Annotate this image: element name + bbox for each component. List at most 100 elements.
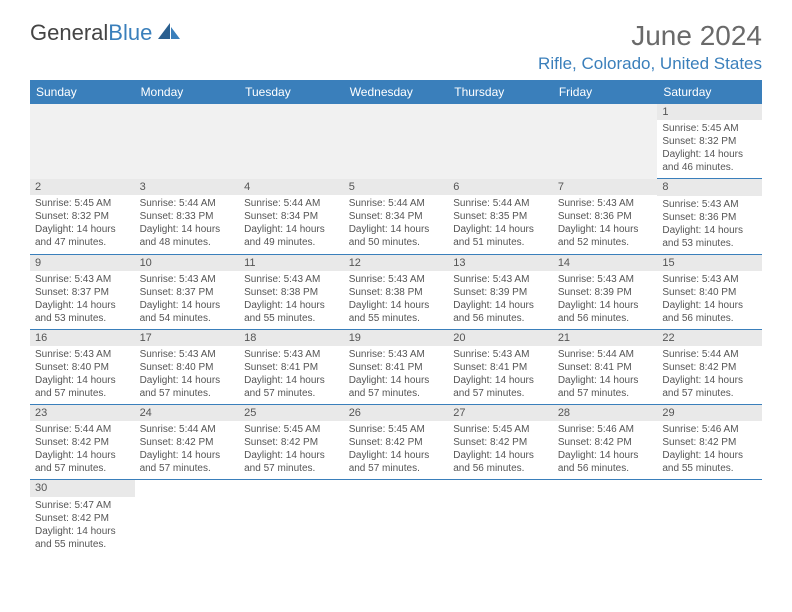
daylight-text: Daylight: 14 hours and 57 minutes. (662, 374, 757, 400)
sunrise-text: Sunrise: 5:46 AM (662, 423, 757, 436)
day-number: 25 (239, 405, 344, 421)
day-header: Thursday (448, 80, 553, 104)
calendar-cell: 11Sunrise: 5:43 AMSunset: 8:38 PMDayligh… (239, 254, 344, 329)
daylight-text: Daylight: 14 hours and 57 minutes. (349, 449, 444, 475)
day-number: 8 (657, 179, 762, 195)
sunset-text: Sunset: 8:34 PM (349, 210, 444, 223)
sunset-text: Sunset: 8:42 PM (662, 361, 757, 374)
calendar-cell (344, 104, 449, 179)
calendar-cell (135, 480, 240, 555)
cell-body: Sunrise: 5:43 AMSunset: 8:41 PMDaylight:… (453, 348, 548, 400)
calendar-cell: 3Sunrise: 5:44 AMSunset: 8:33 PMDaylight… (135, 179, 240, 254)
sunrise-text: Sunrise: 5:47 AM (35, 499, 130, 512)
day-number: 23 (30, 405, 135, 421)
cell-body: Sunrise: 5:44 AMSunset: 8:34 PMDaylight:… (349, 197, 444, 249)
daylight-text: Daylight: 14 hours and 55 minutes. (349, 299, 444, 325)
calendar-cell: 10Sunrise: 5:43 AMSunset: 8:37 PMDayligh… (135, 254, 240, 329)
brand-part2: Blue (108, 20, 152, 46)
cell-body: Sunrise: 5:45 AMSunset: 8:42 PMDaylight:… (453, 423, 548, 475)
daylight-text: Daylight: 14 hours and 53 minutes. (662, 224, 757, 250)
sunset-text: Sunset: 8:42 PM (35, 436, 130, 449)
sunset-text: Sunset: 8:32 PM (662, 135, 757, 148)
calendar-cell: 17Sunrise: 5:43 AMSunset: 8:40 PMDayligh… (135, 329, 240, 404)
day-number: 7 (553, 179, 658, 195)
calendar-cell: 1Sunrise: 5:45 AMSunset: 8:32 PMDaylight… (657, 104, 762, 179)
calendar-cell: 19Sunrise: 5:43 AMSunset: 8:41 PMDayligh… (344, 329, 449, 404)
calendar-cell: 18Sunrise: 5:43 AMSunset: 8:41 PMDayligh… (239, 329, 344, 404)
sunrise-text: Sunrise: 5:43 AM (453, 273, 548, 286)
sunset-text: Sunset: 8:37 PM (35, 286, 130, 299)
cell-body: Sunrise: 5:44 AMSunset: 8:42 PMDaylight:… (35, 423, 130, 475)
calendar-cell: 12Sunrise: 5:43 AMSunset: 8:38 PMDayligh… (344, 254, 449, 329)
calendar-week: 2Sunrise: 5:45 AMSunset: 8:32 PMDaylight… (30, 179, 762, 254)
sunrise-text: Sunrise: 5:43 AM (244, 348, 339, 361)
cell-body: Sunrise: 5:45 AMSunset: 8:32 PMDaylight:… (35, 197, 130, 249)
sunrise-text: Sunrise: 5:43 AM (140, 348, 235, 361)
daylight-text: Daylight: 14 hours and 56 minutes. (662, 299, 757, 325)
sunrise-text: Sunrise: 5:43 AM (35, 273, 130, 286)
daylight-text: Daylight: 14 hours and 48 minutes. (140, 223, 235, 249)
daylight-text: Daylight: 14 hours and 53 minutes. (35, 299, 130, 325)
cell-body: Sunrise: 5:43 AMSunset: 8:36 PMDaylight:… (662, 198, 757, 250)
calendar-body: 1Sunrise: 5:45 AMSunset: 8:32 PMDaylight… (30, 104, 762, 555)
day-number: 16 (30, 330, 135, 346)
daylight-text: Daylight: 14 hours and 56 minutes. (558, 299, 653, 325)
sunrise-text: Sunrise: 5:43 AM (349, 348, 444, 361)
sunrise-text: Sunrise: 5:43 AM (140, 273, 235, 286)
sunset-text: Sunset: 8:39 PM (453, 286, 548, 299)
daylight-text: Daylight: 14 hours and 57 minutes. (140, 374, 235, 400)
sunrise-text: Sunrise: 5:44 AM (453, 197, 548, 210)
sunrise-text: Sunrise: 5:43 AM (244, 273, 339, 286)
sunset-text: Sunset: 8:40 PM (140, 361, 235, 374)
day-number: 27 (448, 405, 553, 421)
sunrise-text: Sunrise: 5:43 AM (662, 273, 757, 286)
calendar-cell (30, 104, 135, 179)
header: GeneralBlue June 2024 Rifle, Colorado, U… (30, 20, 762, 74)
calendar-cell: 2Sunrise: 5:45 AMSunset: 8:32 PMDaylight… (30, 179, 135, 254)
daylight-text: Daylight: 14 hours and 46 minutes. (662, 148, 757, 174)
daylight-text: Daylight: 14 hours and 55 minutes. (244, 299, 339, 325)
sail-icon (156, 21, 182, 41)
sunrise-text: Sunrise: 5:43 AM (349, 273, 444, 286)
cell-body: Sunrise: 5:44 AMSunset: 8:35 PMDaylight:… (453, 197, 548, 249)
calendar-cell (448, 104, 553, 179)
day-header: Sunday (30, 80, 135, 104)
daylight-text: Daylight: 14 hours and 57 minutes. (349, 374, 444, 400)
daylight-text: Daylight: 14 hours and 50 minutes. (349, 223, 444, 249)
cell-body: Sunrise: 5:43 AMSunset: 8:39 PMDaylight:… (558, 273, 653, 325)
brand-logo: GeneralBlue (30, 20, 182, 46)
cell-body: Sunrise: 5:43 AMSunset: 8:40 PMDaylight:… (140, 348, 235, 400)
calendar-cell: 15Sunrise: 5:43 AMSunset: 8:40 PMDayligh… (657, 254, 762, 329)
sunrise-text: Sunrise: 5:44 AM (558, 348, 653, 361)
sunset-text: Sunset: 8:36 PM (558, 210, 653, 223)
cell-body: Sunrise: 5:47 AMSunset: 8:42 PMDaylight:… (35, 499, 130, 551)
day-number: 26 (344, 405, 449, 421)
day-number: 10 (135, 255, 240, 271)
cell-body: Sunrise: 5:43 AMSunset: 8:41 PMDaylight:… (244, 348, 339, 400)
day-number: 12 (344, 255, 449, 271)
cell-body: Sunrise: 5:46 AMSunset: 8:42 PMDaylight:… (558, 423, 653, 475)
day-header: Saturday (657, 80, 762, 104)
calendar-cell (135, 104, 240, 179)
sunset-text: Sunset: 8:42 PM (349, 436, 444, 449)
sunrise-text: Sunrise: 5:44 AM (244, 197, 339, 210)
cell-body: Sunrise: 5:43 AMSunset: 8:41 PMDaylight:… (349, 348, 444, 400)
sunset-text: Sunset: 8:35 PM (453, 210, 548, 223)
calendar-week: 9Sunrise: 5:43 AMSunset: 8:37 PMDaylight… (30, 254, 762, 329)
month-title: June 2024 (538, 20, 762, 52)
daylight-text: Daylight: 14 hours and 54 minutes. (140, 299, 235, 325)
calendar-cell: 29Sunrise: 5:46 AMSunset: 8:42 PMDayligh… (657, 405, 762, 480)
daylight-text: Daylight: 14 hours and 56 minutes. (453, 299, 548, 325)
title-block: June 2024 Rifle, Colorado, United States (538, 20, 762, 74)
calendar-cell: 26Sunrise: 5:45 AMSunset: 8:42 PMDayligh… (344, 405, 449, 480)
calendar-cell: 7Sunrise: 5:43 AMSunset: 8:36 PMDaylight… (553, 179, 658, 254)
sunset-text: Sunset: 8:41 PM (244, 361, 339, 374)
sunrise-text: Sunrise: 5:44 AM (140, 197, 235, 210)
day-number: 30 (30, 480, 135, 496)
sunset-text: Sunset: 8:40 PM (35, 361, 130, 374)
day-number: 21 (553, 330, 658, 346)
daylight-text: Daylight: 14 hours and 52 minutes. (558, 223, 653, 249)
calendar-cell: 24Sunrise: 5:44 AMSunset: 8:42 PMDayligh… (135, 405, 240, 480)
sunrise-text: Sunrise: 5:45 AM (662, 122, 757, 135)
sunrise-text: Sunrise: 5:45 AM (244, 423, 339, 436)
